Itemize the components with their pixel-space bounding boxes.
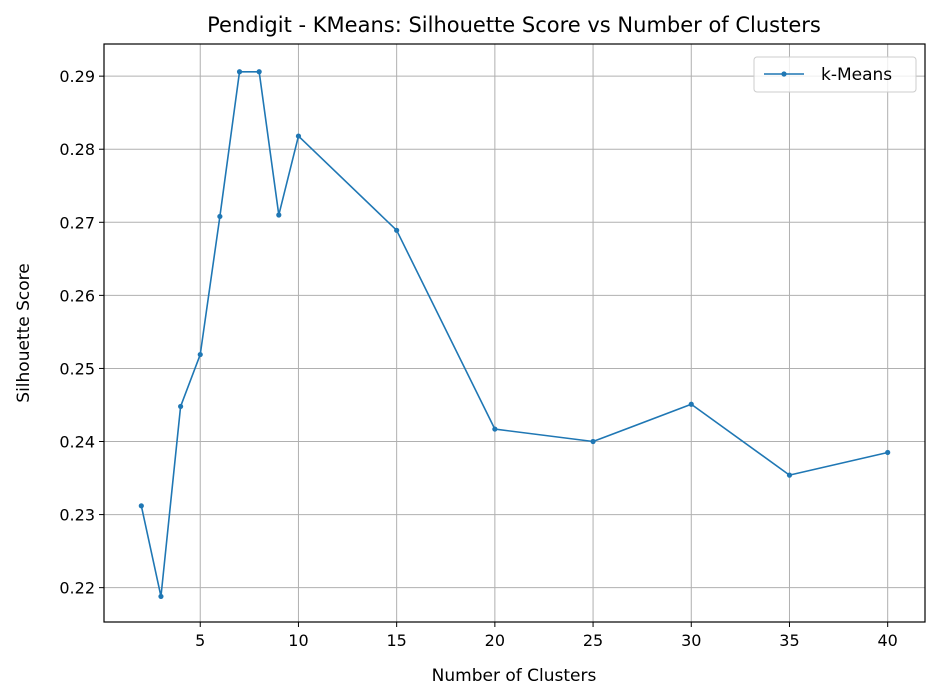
x-tick-label: 10: [288, 631, 308, 650]
y-tick-label: 0.26: [59, 286, 95, 305]
x-tick-label: 25: [583, 631, 603, 650]
x-tick-label: 5: [195, 631, 205, 650]
data-point-k-means: [295, 133, 302, 139]
data-point-k-means: [197, 351, 203, 358]
grid: [104, 44, 925, 622]
series-layer: [138, 69, 891, 600]
data-point-k-means: [688, 401, 694, 407]
data-point-k-means: [178, 403, 184, 410]
data-point-k-means: [158, 593, 164, 600]
legend-box: [753, 56, 917, 93]
x-tick-label: 40: [878, 631, 898, 650]
legend-marker-k-means: [781, 71, 787, 77]
data-point-k-means: [256, 69, 262, 75]
data-point-k-means: [590, 438, 596, 445]
x-tick-label: 20: [485, 631, 505, 650]
y-axis-label: Silhouette Score: [14, 263, 34, 402]
data-point-k-means: [394, 227, 400, 233]
series-line-k-means: [140, 70, 888, 598]
x-tick-label: 15: [386, 631, 406, 650]
x-tick-label: 30: [681, 631, 701, 650]
data-point-k-means: [492, 426, 498, 432]
chart-title: Pendigit - KMeans: Silhouette Score vs N…: [207, 13, 821, 37]
x-axis-label: Number of Clusters: [432, 666, 597, 686]
y-tick-label: 0.24: [59, 433, 95, 452]
data-point-k-means: [885, 449, 891, 456]
legend: k-Means: [753, 56, 917, 93]
y-tick-label: 0.23: [59, 506, 95, 525]
y-tick-label: 0.25: [59, 359, 95, 378]
x-axis: 5 10 15 20 25 30 35 40: [195, 622, 898, 650]
y-axis: 0.22 0.23 0.24 0.25 0.26 0.27 0.28 0.29: [59, 67, 104, 598]
data-point-k-means: [236, 69, 243, 75]
data-point-k-means: [276, 212, 282, 218]
y-tick-label: 0.22: [59, 579, 95, 598]
y-tick-label: 0.28: [59, 140, 95, 159]
x-tick-label: 35: [779, 631, 799, 650]
legend-label-k-means: k-Means: [821, 65, 892, 85]
data-point-k-means: [786, 472, 793, 478]
data-point-k-means: [217, 213, 223, 220]
plot-area-frame: [103, 43, 926, 623]
y-tick-label: 0.27: [59, 213, 95, 232]
y-tick-label: 0.29: [59, 67, 95, 86]
data-point-k-means: [138, 503, 144, 509]
